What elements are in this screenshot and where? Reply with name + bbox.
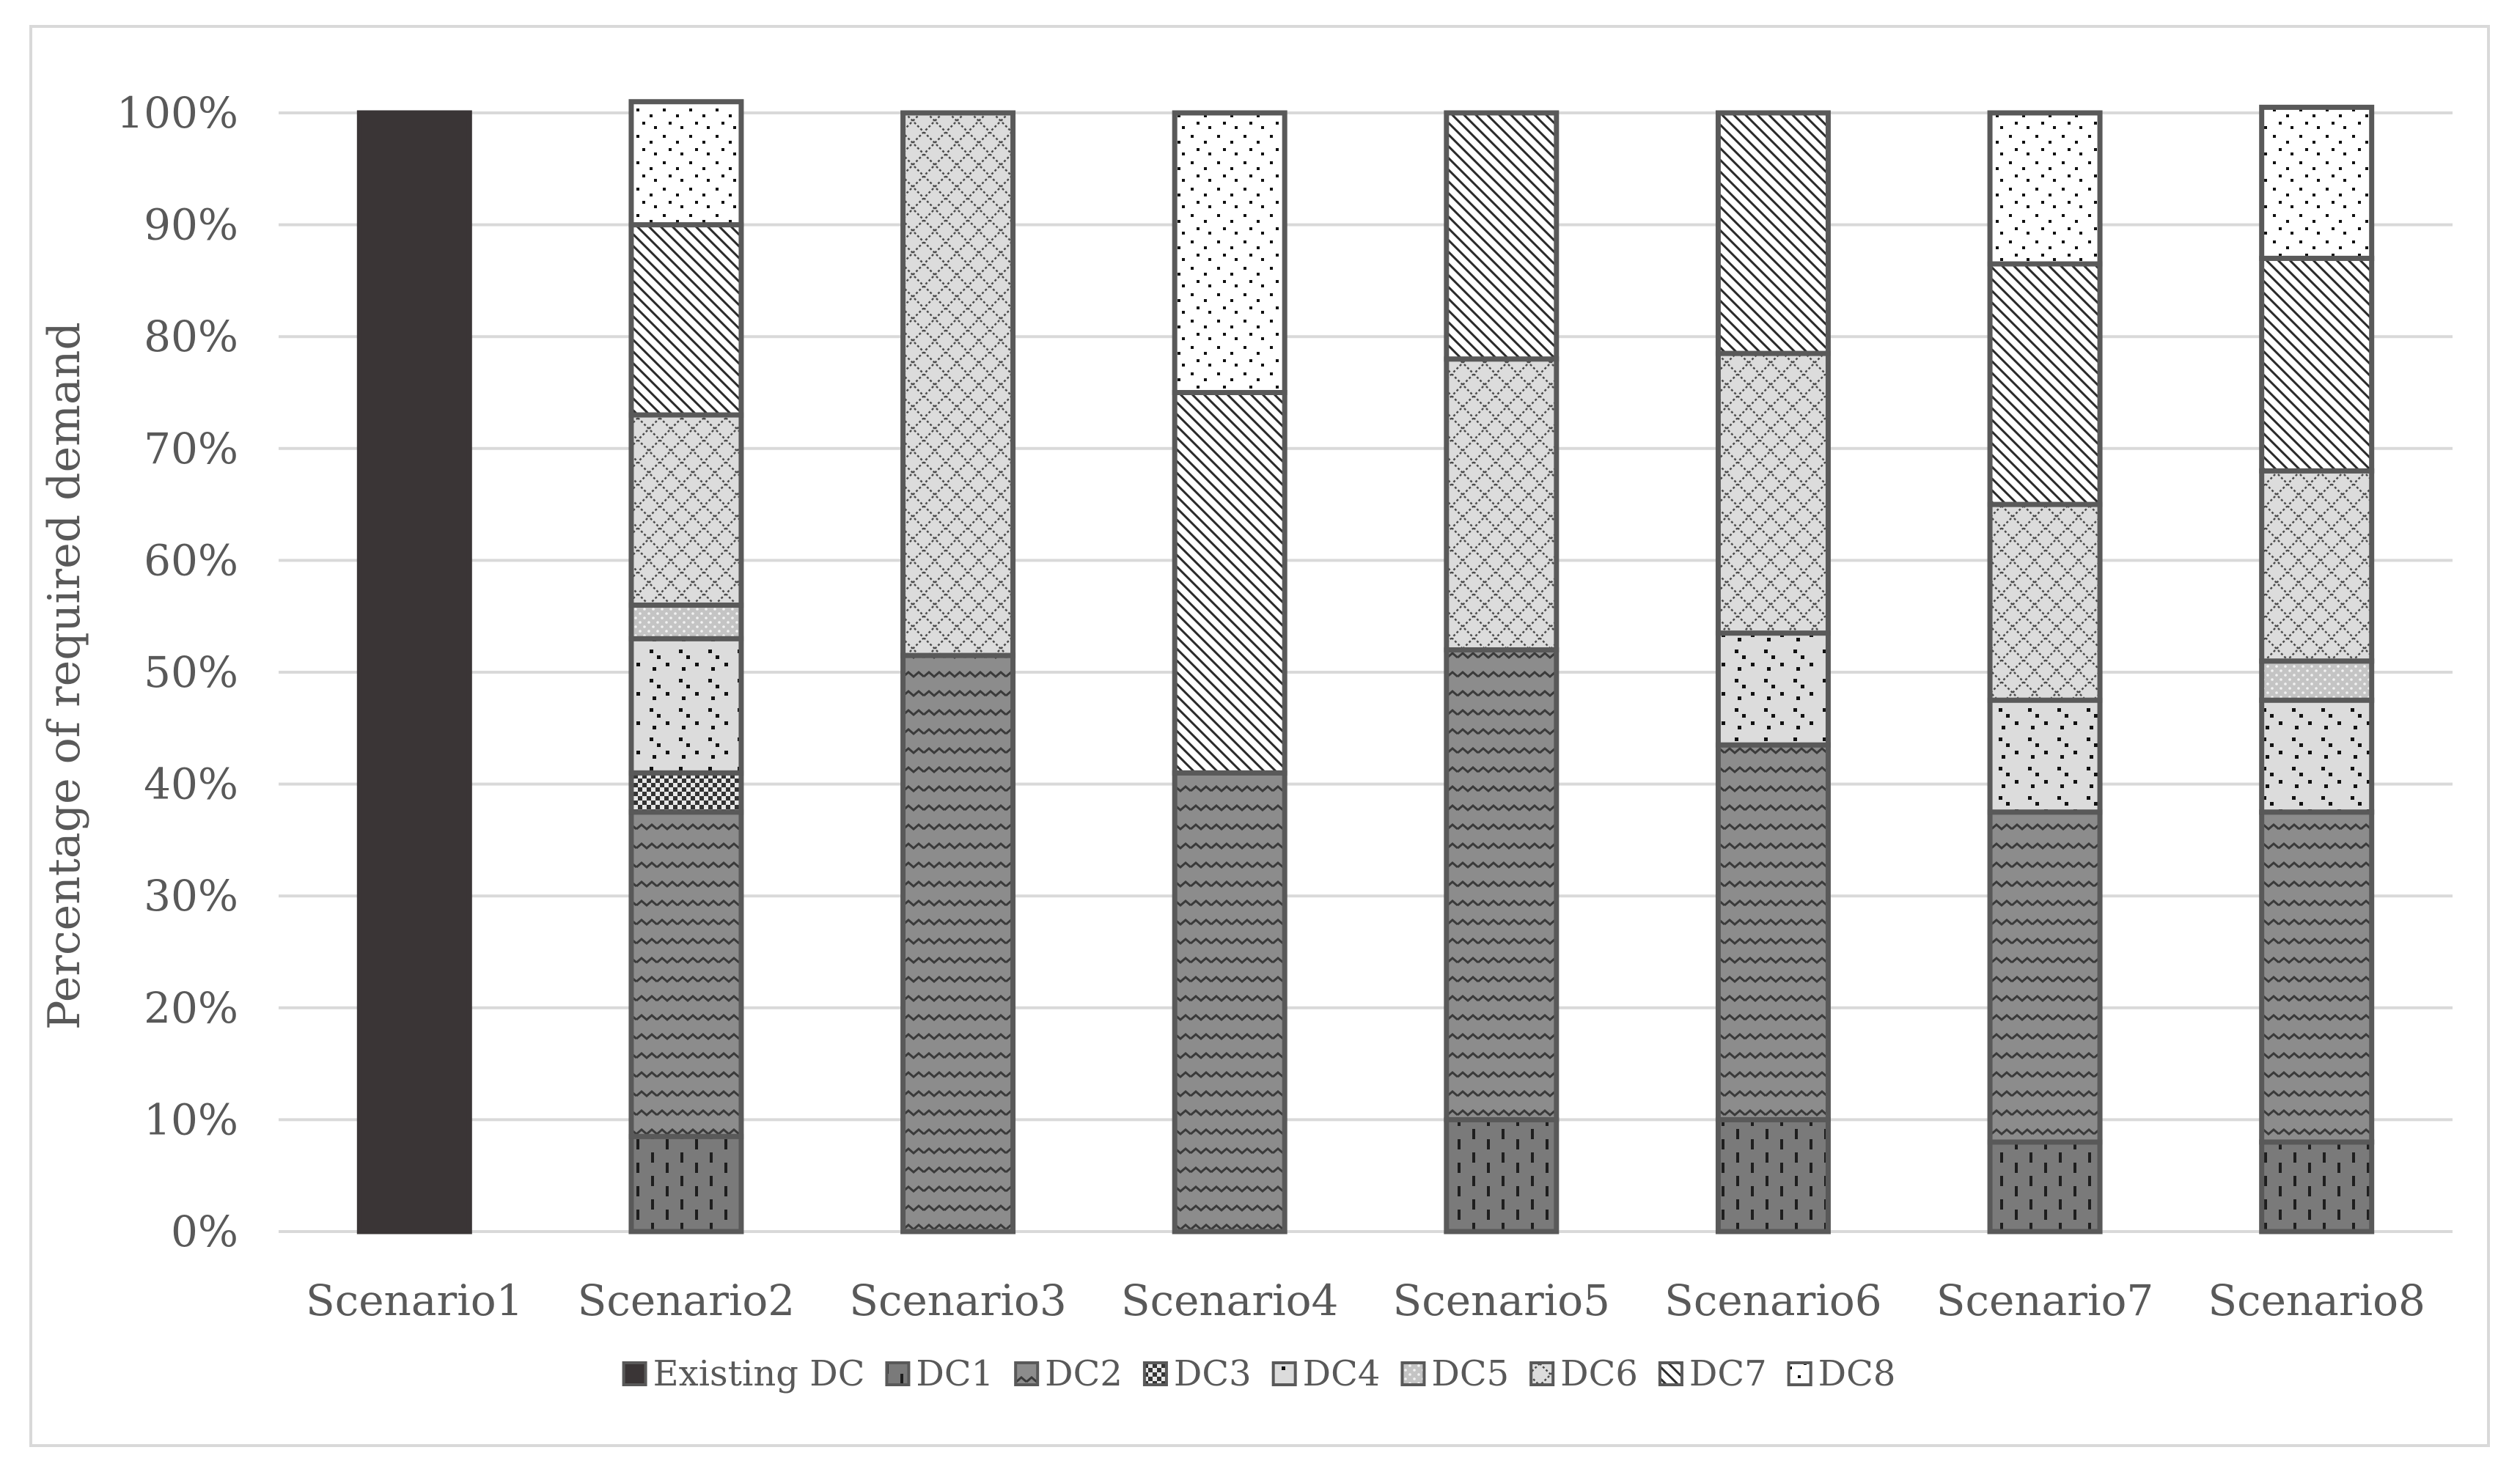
legend-label: DC1 [916, 1353, 993, 1394]
y-tick-label: 80% [144, 312, 238, 361]
bar-segment-dc8 [1172, 110, 1287, 395]
x-category-label: Scenario6 [1664, 1276, 1882, 1325]
y-axis-title: Percentage of required demand [39, 322, 90, 1030]
legend-label: DC4 [1303, 1353, 1381, 1394]
legend-item: DC7 [1658, 1353, 1767, 1394]
y-tick-label: 60% [144, 535, 238, 585]
legend-swatch [1271, 1361, 1297, 1386]
legend-item: DC3 [1142, 1353, 1252, 1394]
bar-segment-dc7 [2259, 255, 2375, 474]
legend-swatch [1014, 1361, 1040, 1386]
bar-segment-dc1 [1444, 1116, 1560, 1234]
bar-segment-dc2 [1444, 647, 1560, 1122]
legend-item: DC4 [1271, 1353, 1381, 1394]
bar-segment-dc5 [2259, 658, 2375, 703]
legend-item: DC6 [1529, 1353, 1638, 1394]
legend-swatch [1142, 1361, 1168, 1386]
y-tick-label: 30% [144, 871, 238, 921]
bar-segment-dc7 [1444, 110, 1560, 362]
bar-segment-dc1 [628, 1133, 744, 1234]
bars [356, 99, 2375, 1234]
x-category-label: Scenario5 [1393, 1276, 1611, 1325]
legend-item: DC8 [1787, 1353, 1896, 1394]
bar-segment-dc8 [2259, 104, 2375, 261]
legend-swatch [1529, 1361, 1555, 1386]
bar-segment-existing-dc [356, 110, 472, 1234]
bar-stack-scenario5 [1444, 110, 1560, 1234]
bar-segment-dc1 [1987, 1139, 2103, 1234]
x-category-label: Scenario7 [1936, 1276, 2154, 1325]
bar-segment-dc7 [1715, 110, 1831, 356]
bar-segment-dc6 [1987, 501, 2103, 703]
legend-item: DC1 [885, 1353, 993, 1394]
legend-label: DC3 [1174, 1353, 1252, 1394]
bar-segment-dc2 [1987, 809, 2103, 1145]
x-category-label: Scenario2 [578, 1276, 796, 1325]
x-axis-categories: Scenario1 Scenario2 Scenario3 Scenario4 Scen… [306, 1276, 2425, 1325]
legend-swatch [885, 1361, 911, 1386]
y-tick-label: 70% [144, 424, 238, 474]
bar-segment-dc4 [1715, 630, 1831, 748]
bar-segment-dc8 [628, 99, 744, 228]
y-tick-label: 40% [144, 759, 238, 809]
bar-segment-dc4 [1987, 697, 2103, 815]
bar-segment-dc2 [2259, 809, 2375, 1145]
y-tick-label: 90% [144, 200, 238, 250]
x-category-label: Scenario4 [1121, 1276, 1339, 1325]
bar-stack-scenario6 [1715, 110, 1831, 1234]
legend-item: DC2 [1014, 1353, 1123, 1394]
bar-stack-scenario4 [1172, 110, 1287, 1234]
bar-segment-dc3 [628, 770, 744, 815]
legend-label: DC6 [1560, 1353, 1638, 1394]
legend-swatch [1658, 1361, 1683, 1386]
bar-segment-dc4 [628, 636, 744, 776]
legend-item: DC5 [1400, 1353, 1509, 1394]
bar-segment-dc4 [2259, 697, 2375, 815]
gridlines [279, 111, 2453, 1233]
bar-stack-scenario7 [1987, 110, 2103, 1234]
bar-stack-scenario3 [900, 110, 1016, 1234]
y-tick-label: 100% [117, 88, 238, 138]
legend-swatch [1787, 1361, 1812, 1386]
bar-segment-dc6 [628, 412, 744, 608]
legend-swatch [1400, 1361, 1426, 1386]
y-tick-label: 10% [144, 1094, 238, 1144]
legend-label: DC5 [1431, 1353, 1509, 1394]
bar-segment-dc7 [1987, 261, 2103, 507]
legend: Existing DC DC1 DC2 DC3 DC4 DC5 DC6 DC7 DC8 [622, 1353, 1896, 1394]
y-tick-label: 0% [171, 1207, 238, 1256]
bar-segment-dc5 [628, 602, 744, 641]
bar-segment-dc1 [2259, 1139, 2375, 1234]
x-category-label: Scenario1 [306, 1276, 524, 1325]
bar-stack-scenario8 [2259, 104, 2375, 1234]
y-tick-label: 20% [144, 983, 238, 1033]
legend-item: Existing DC [622, 1353, 865, 1394]
bar-segment-dc7 [628, 222, 744, 418]
x-category-label: Scenario8 [2208, 1276, 2425, 1325]
legend-label: DC2 [1045, 1353, 1123, 1394]
y-tick-label: 50% [144, 647, 238, 697]
bar-segment-dc6 [900, 110, 1016, 658]
x-category-label: Scenario3 [849, 1276, 1067, 1325]
bar-segment-dc2 [628, 809, 744, 1139]
y-axis-ticks: 0% 10% 20% 30% 40% 50% 60% 70% 80% 90% 100% [117, 88, 238, 1256]
legend-label: Existing DC [653, 1353, 865, 1394]
bar-segment-dc1 [1715, 1116, 1831, 1234]
bar-segment-dc2 [900, 652, 1016, 1234]
bar-segment-dc2 [1715, 742, 1831, 1122]
legend-swatch [622, 1361, 647, 1386]
bar-segment-dc2 [1172, 770, 1287, 1234]
bar-stack-scenario2 [628, 99, 744, 1234]
bar-segment-dc7 [1172, 390, 1287, 776]
legend-label: DC7 [1689, 1353, 1767, 1394]
bar-segment-dc6 [1444, 356, 1560, 652]
bar-segment-dc8 [1987, 110, 2103, 267]
bar-segment-dc6 [1715, 350, 1831, 636]
bar-stack-scenario1 [356, 110, 472, 1234]
legend-label: DC8 [1818, 1353, 1896, 1394]
bar-segment-dc6 [2259, 468, 2375, 664]
